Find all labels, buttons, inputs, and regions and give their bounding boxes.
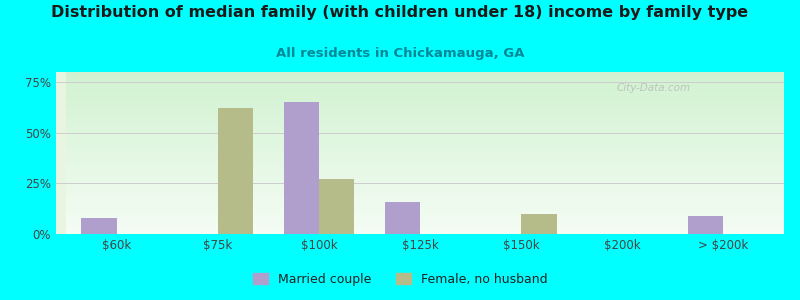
Bar (688, 216, 723, 234)
Bar (385, 202, 420, 234)
Bar (521, 214, 557, 234)
Bar (283, 102, 319, 234)
Bar (82, 218, 117, 234)
Legend: Married couple, Female, no husband: Married couple, Female, no husband (247, 268, 553, 291)
Text: All residents in Chickamauga, GA: All residents in Chickamauga, GA (276, 46, 524, 59)
Bar (319, 179, 354, 234)
Bar (218, 108, 253, 234)
Text: City-Data.com: City-Data.com (617, 83, 690, 93)
Text: Distribution of median family (with children under 18) income by family type: Distribution of median family (with chil… (51, 4, 749, 20)
